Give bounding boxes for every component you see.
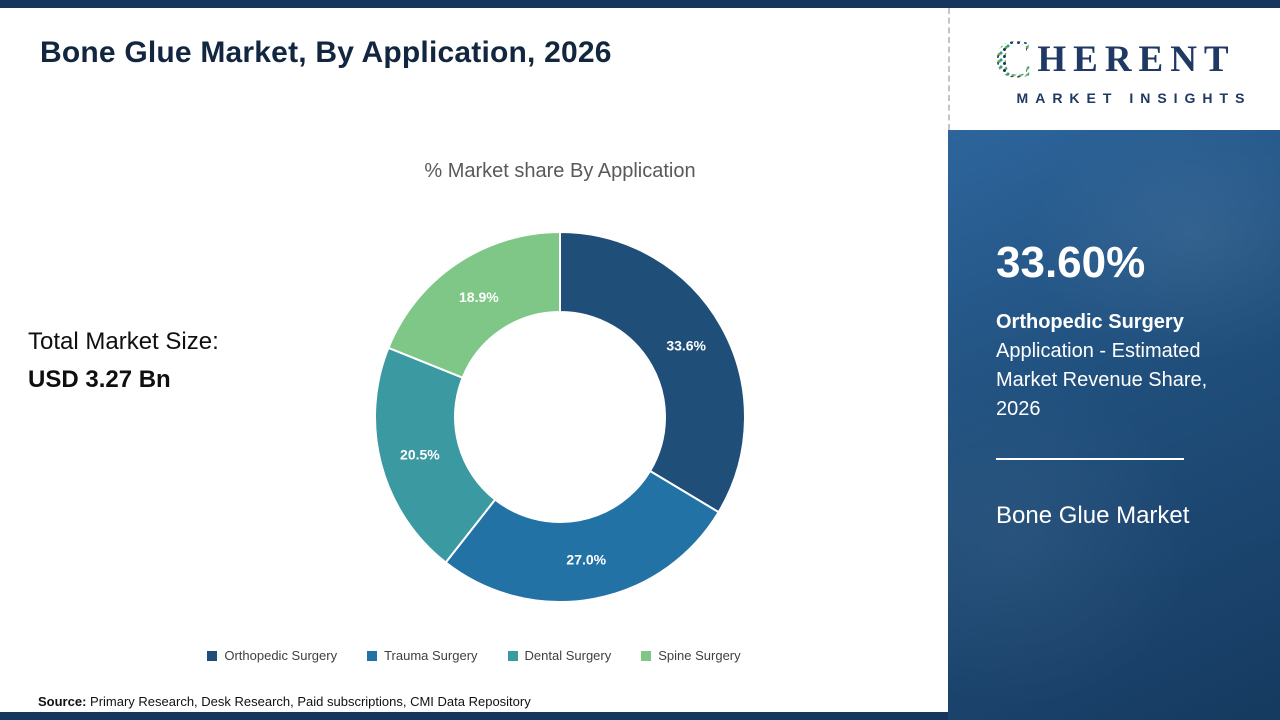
donut-segment-3 [374, 346, 497, 564]
legend-item-2: Trauma Surgery [367, 648, 478, 663]
highlight-stat-description: Orthopedic Surgery Application - Estimat… [996, 308, 1236, 424]
donut-segment-4 [387, 231, 561, 379]
legend-label: Dental Surgery [524, 648, 612, 663]
legend-label: Spine Surgery [658, 648, 741, 663]
legend-swatch-icon [367, 650, 378, 661]
legend-item-3: Dental Surgery [507, 648, 612, 663]
donut-value-label-1: 33.6% [666, 338, 706, 354]
donut-chart: 33.6% 27.0% 20.5% 18.9% [374, 231, 746, 603]
donut-segment-2 [444, 470, 720, 603]
donut-value-label-2: 27.0% [566, 552, 606, 568]
chart-legend: Orthopedic Surgery Trauma Surgery Dental S… [0, 648, 948, 663]
total-market-size: Total Market Size: USD 3.27 Bn [28, 328, 219, 394]
highlight-stat-segment: Orthopedic Surgery [996, 311, 1184, 333]
panel-divider [996, 458, 1184, 460]
brand-logo: C HERENT [994, 32, 1235, 86]
source-text: Primary Research, Desk Research, Paid su… [86, 694, 531, 709]
logo-wordmark: HERENT [1037, 38, 1236, 80]
legend-swatch-icon [507, 650, 518, 661]
total-market-size-label: Total Market Size: [28, 328, 219, 355]
legend-label: Orthopedic Surgery [224, 648, 338, 663]
highlight-stat-rest: Application - Estimated Market Revenue S… [996, 340, 1208, 420]
legend-item-4: Spine Surgery [641, 648, 741, 663]
donut-value-label-4: 18.9% [459, 289, 499, 305]
donut-segment-1 [559, 231, 746, 514]
highlight-panel: 33.60% Orthopedic Surgery Application - … [948, 130, 1280, 720]
logo-subtitle: MARKET INSIGHTS [1016, 90, 1252, 106]
top-accent-bar [0, 0, 1280, 8]
source-label: Source: [38, 694, 87, 709]
highlight-stat-value: 33.60% [996, 238, 1146, 287]
legend-label: Trauma Surgery [384, 648, 478, 663]
chart-title: % Market share By Application [424, 160, 696, 182]
brand-logo-area: C HERENT MARKET INSIGHTS [948, 8, 1280, 130]
legend-item-1: Orthopedic Surgery [207, 648, 337, 663]
total-market-size-value: USD 3.27 Bn [28, 366, 171, 393]
bottom-accent-bar [0, 712, 948, 720]
page-title: Bone Glue Market, By Application, 2026 [40, 36, 612, 69]
legend-swatch-icon [207, 650, 218, 661]
legend-swatch-icon [641, 650, 652, 661]
logo-c-icon: C [994, 29, 1034, 89]
source-line: Source: Primary Research, Desk Research,… [38, 694, 531, 709]
panel-market-name: Bone Glue Market [996, 502, 1190, 529]
donut-value-label-3: 20.5% [400, 446, 440, 462]
